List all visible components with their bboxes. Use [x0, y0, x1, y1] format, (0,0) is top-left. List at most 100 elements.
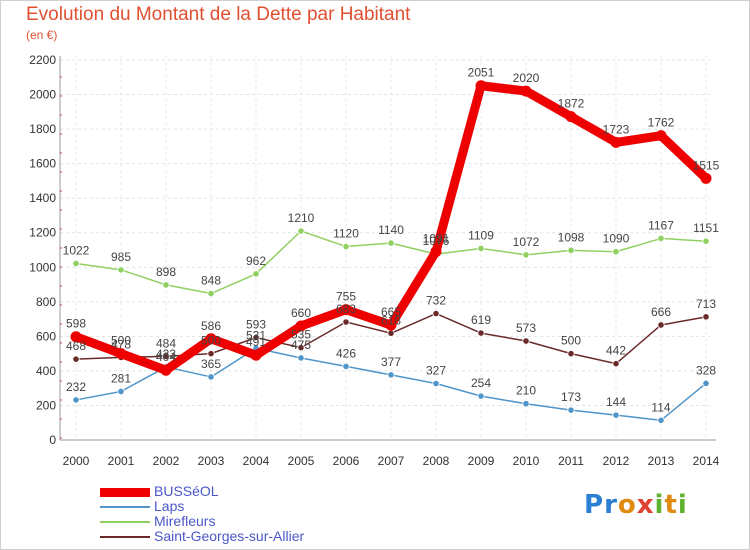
x-tick-label: 2014 — [693, 454, 720, 468]
data-label-busseol: 1872 — [558, 97, 585, 111]
data-label-laps: 210 — [516, 384, 536, 398]
x-tick-label: 2003 — [198, 454, 225, 468]
y-tick-label: 1000 — [29, 260, 56, 274]
data-label-mirefleurs: 1151 — [693, 221, 719, 235]
point-busseol — [700, 172, 712, 184]
point-busseol — [340, 304, 352, 316]
point-mirefleurs — [72, 259, 80, 268]
point-laps — [612, 411, 620, 419]
data-label-busseol: 2051 — [468, 66, 495, 80]
data-label-saint-georges-sur-allier: 468 — [66, 339, 86, 353]
x-tick-label: 2012 — [603, 454, 630, 468]
legend-label: Mirefleurs — [154, 513, 216, 529]
data-label-saint-georges-sur-allier: 713 — [696, 297, 716, 311]
point-mirefleurs — [252, 270, 260, 278]
data-labels: 232 281 423 365 531 475 426 377 327 254 210 173 144 1… — [63, 66, 720, 415]
point-busseol — [565, 111, 577, 123]
data-label-busseol: 598 — [66, 317, 86, 331]
logo-letter: i — [654, 490, 665, 520]
y-tick-label: 1400 — [29, 191, 56, 205]
data-label-busseol: 1515 — [693, 158, 720, 172]
logo-letter: t — [664, 490, 678, 520]
logo-letter: o — [617, 490, 637, 520]
point-mirefleurs — [297, 227, 305, 235]
point-saint-georges-sur-allier — [612, 360, 620, 368]
x-tick-label: 2005 — [288, 454, 315, 468]
data-label-busseol: 500 — [111, 334, 131, 348]
data-label-laps: 531 — [246, 328, 266, 342]
point-mirefleurs — [117, 266, 125, 274]
data-label-saint-georges-sur-allier: 683 — [336, 302, 356, 316]
data-label-mirefleurs: 1167 — [648, 218, 674, 232]
legend-swatch — [100, 521, 150, 523]
point-saint-georges-sur-allier — [432, 309, 440, 318]
point-mirefleurs — [522, 251, 530, 259]
point-busseol — [205, 333, 217, 345]
legend-label: Laps — [154, 498, 185, 514]
logo-letter: i — [677, 490, 688, 520]
point-busseol — [160, 364, 172, 376]
series-lines — [70, 80, 712, 424]
data-label-busseol: 665 — [381, 305, 401, 319]
x-tick-label: 2001 — [108, 454, 135, 468]
data-label-busseol: 586 — [201, 319, 221, 333]
point-busseol — [70, 331, 82, 343]
data-label-saint-georges-sur-allier: 500 — [561, 334, 581, 348]
point-mirefleurs — [207, 289, 215, 298]
data-label-laps: 423 — [156, 347, 176, 361]
data-label-laps: 254 — [471, 376, 491, 390]
point-laps — [522, 400, 530, 408]
data-label-laps: 327 — [426, 364, 446, 378]
x-tick-label: 2010 — [513, 454, 540, 468]
data-label-busseol: 2020 — [513, 71, 540, 85]
legend-swatch — [100, 536, 150, 538]
data-label-saint-georges-sur-allier: 573 — [516, 321, 536, 335]
point-saint-georges-sur-allier — [252, 333, 260, 342]
x-tick-label: 2011 — [558, 454, 584, 468]
point-saint-georges-sur-allier — [567, 350, 575, 358]
point-mirefleurs — [657, 234, 665, 243]
point-laps — [657, 416, 665, 424]
legend-swatch — [100, 487, 150, 497]
line-chart: 0 200 400 600 800 1000 1200 1400 1600 1800 2000 220… — [29, 53, 720, 468]
x-tick-label: 2009 — [468, 454, 495, 468]
y-tick-label: 1200 — [29, 226, 56, 240]
data-label-laps: 232 — [66, 380, 86, 394]
data-label-saint-georges-sur-allier: 619 — [471, 313, 491, 327]
data-label-mirefleurs: 1098 — [558, 230, 585, 244]
point-busseol — [430, 246, 442, 258]
point-laps — [702, 379, 710, 387]
y-tick-label: 0 — [49, 433, 56, 447]
point-mirefleurs — [612, 248, 620, 256]
data-label-laps: 365 — [201, 357, 221, 371]
data-label-laps: 377 — [381, 355, 401, 369]
data-label-saint-georges-sur-allier: 732 — [426, 294, 446, 308]
data-label-mirefleurs: 1090 — [603, 232, 630, 246]
point-saint-georges-sur-allier — [207, 350, 215, 358]
data-label-mirefleurs: 962 — [246, 254, 266, 268]
data-label-busseol: 404 — [156, 350, 176, 364]
point-mirefleurs — [162, 281, 170, 289]
point-laps — [117, 387, 125, 396]
data-label-saint-georges-sur-allier: 478 — [111, 337, 131, 351]
legend-label: Saint-Georges-sur-Allier — [154, 528, 305, 544]
point-mirefleurs — [702, 237, 710, 245]
data-label-laps: 426 — [336, 346, 356, 360]
point-busseol — [295, 320, 307, 332]
x-tick-label: 2002 — [153, 454, 180, 468]
logo-letter: x — [636, 490, 655, 520]
legend-label: BUSSéOL — [154, 483, 219, 499]
data-label-saint-georges-sur-allier: 484 — [156, 336, 176, 350]
data-label-mirefleurs: 848 — [201, 274, 221, 288]
point-mirefleurs — [342, 242, 350, 251]
point-mirefleurs — [387, 239, 395, 247]
point-saint-georges-sur-allier — [162, 352, 170, 360]
point-busseol — [385, 319, 397, 331]
point-laps — [342, 362, 350, 371]
point-laps — [297, 354, 305, 362]
y-axis: 0 200 400 600 800 1000 1200 1400 1600 1800 2000 220… — [29, 53, 62, 447]
data-label-saint-georges-sur-allier: 535 — [291, 328, 311, 342]
x-tick-label: 2000 — [63, 454, 90, 468]
data-label-busseol: 660 — [291, 306, 311, 320]
point-saint-georges-sur-allier — [477, 329, 485, 337]
